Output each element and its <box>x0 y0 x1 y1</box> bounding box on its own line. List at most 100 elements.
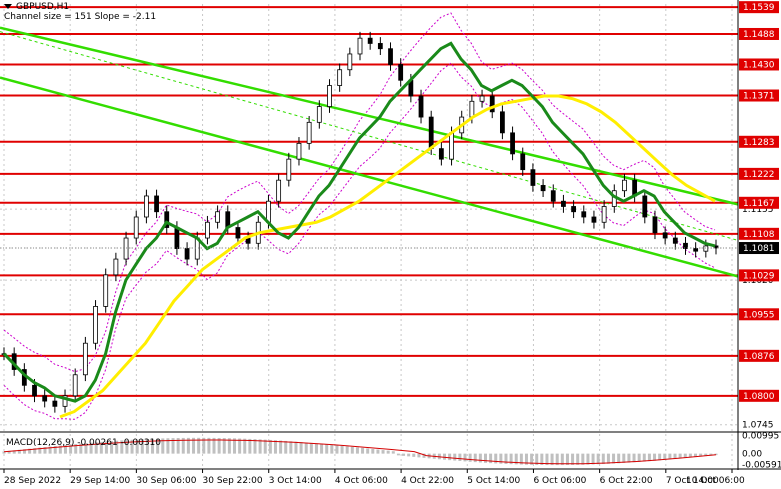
x-tick-label: 29 Sep 14:00 <box>70 476 130 486</box>
macd-bar <box>94 442 98 454</box>
macd-bar <box>371 448 375 454</box>
macd-bar <box>58 445 62 454</box>
x-tick-label: 30 Sep 06:00 <box>136 476 196 486</box>
candle-body <box>276 179 282 202</box>
candle-body <box>520 153 526 171</box>
level-label-box <box>739 1 779 14</box>
candle-body <box>683 242 688 249</box>
macd-bar <box>407 453 411 457</box>
channel-line <box>0 76 739 278</box>
level-label-box <box>739 227 779 240</box>
level-label-box <box>739 135 779 148</box>
macd-bar <box>489 453 493 464</box>
macd-bar <box>381 450 385 454</box>
bollinger-upper <box>3 12 716 373</box>
candle-body <box>642 195 648 218</box>
macd-bar <box>222 438 226 454</box>
candle-body <box>489 95 495 113</box>
macd-bar <box>294 441 298 454</box>
trend-channel <box>0 26 739 278</box>
macd-bar <box>571 453 575 465</box>
level-label: 1.0955 <box>743 310 775 320</box>
macd-bar <box>668 453 672 460</box>
macd-bar <box>473 453 477 463</box>
macd-bar <box>560 453 564 466</box>
macd-bar <box>601 453 605 465</box>
macd-bar <box>694 453 698 458</box>
macd-bar <box>524 453 528 465</box>
macd-bar <box>565 453 569 466</box>
macd-bar <box>386 450 390 454</box>
collapse-triangle-icon[interactable] <box>4 4 12 9</box>
macd-bar <box>417 453 421 458</box>
macd-bar <box>340 445 344 454</box>
macd-bar <box>612 453 616 464</box>
macd-signal-line <box>3 439 717 465</box>
macd-bar <box>48 446 52 454</box>
macd-bar <box>463 453 467 462</box>
macd-bar <box>17 449 21 454</box>
candle-body <box>174 227 180 249</box>
macd-bar <box>591 453 595 465</box>
current-price-box <box>739 242 779 255</box>
macd-bar <box>519 453 523 465</box>
level-label-box <box>739 58 779 71</box>
level-label: 1.1371 <box>743 92 775 102</box>
macd-bar <box>453 453 457 461</box>
macd-bar <box>268 439 272 454</box>
macd-bar <box>483 453 487 463</box>
time-axis: 28 Sep 2022 29 Sep 14:00 30 Sep 06:00 30 Se… <box>3 469 745 486</box>
macd-bar <box>391 451 395 454</box>
macd-bar <box>688 453 692 458</box>
moving-averages <box>2 41 716 419</box>
macd-bar <box>320 443 324 454</box>
macd-bar <box>279 440 283 454</box>
macd-bar <box>99 441 103 454</box>
macd-bar <box>243 438 247 454</box>
macd-bar <box>325 444 329 454</box>
candle-body <box>357 37 363 55</box>
macd-bar <box>714 453 718 456</box>
macd-bar <box>304 442 308 454</box>
candle-body <box>479 95 485 102</box>
level-label: 1.1539 <box>743 3 775 13</box>
channel-midline <box>0 31 739 241</box>
candle-body <box>154 195 159 213</box>
candle-body <box>550 190 556 202</box>
candle-body <box>703 245 709 252</box>
macd-bar <box>120 440 124 454</box>
macd-bar <box>550 453 554 466</box>
macd-bar <box>171 438 175 454</box>
candle-body <box>205 221 210 239</box>
macd-bar <box>253 439 257 454</box>
macd-bar <box>509 453 513 465</box>
macd-bar <box>263 439 267 454</box>
x-tick-label: 5 Oct 14:00 <box>467 476 520 486</box>
channel-info: Channel size = 151 Slope = -2.11 <box>4 12 157 22</box>
macd-bar <box>540 453 544 465</box>
macd-bar <box>28 448 32 454</box>
level-label: 1.1108 <box>743 230 775 240</box>
macd-bar <box>673 453 677 460</box>
macd-bar <box>678 453 682 459</box>
candle-body <box>235 227 241 239</box>
macd-bar <box>258 439 262 454</box>
current-price-label: 1.1081 <box>743 244 775 254</box>
x-tick-label: 7 Oct 14:00 <box>666 476 719 486</box>
macd-pane: 0.00995 0.00-0.00591 <box>2 432 781 470</box>
macd-bar <box>89 442 93 454</box>
level-label-box <box>739 89 779 102</box>
candle-body <box>499 111 505 134</box>
macd-bar <box>396 453 400 456</box>
level-label-box <box>739 389 779 402</box>
macd-bar <box>145 439 149 454</box>
macd-bar <box>166 438 170 454</box>
candle-body <box>42 395 48 402</box>
macd-bar <box>33 448 37 454</box>
macd-tick-label: 0.00995 <box>742 432 779 442</box>
macd-bar <box>135 439 139 454</box>
macd-bar <box>622 453 626 463</box>
macd-bar <box>284 440 288 454</box>
macd-bar <box>202 437 206 454</box>
macd-bar <box>314 443 318 454</box>
